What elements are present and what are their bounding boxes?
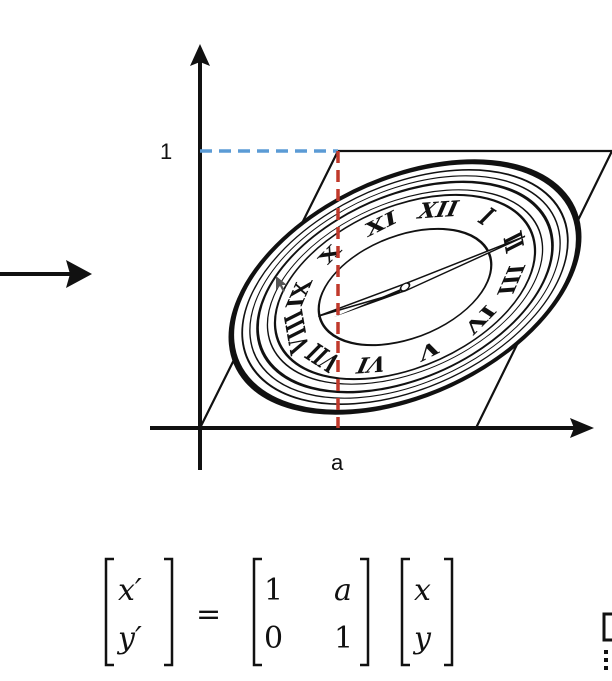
rhs-x: x xyxy=(414,573,431,608)
matrix-cell-2-1: 0 xyxy=(264,621,283,656)
equals-sign: = xyxy=(196,597,221,632)
matrix-cell-2-2: 1 xyxy=(334,621,353,656)
x-tick-label: a xyxy=(331,450,344,475)
cursor-icon xyxy=(276,276,287,292)
lhs-x-prime: x′ xyxy=(118,573,142,608)
edge-fragment xyxy=(602,612,612,670)
rhs-y: y xyxy=(412,621,432,656)
rhs-left-bracket xyxy=(400,557,410,667)
matrix-cell-1-2: a xyxy=(334,573,352,608)
rhs-right-bracket xyxy=(444,557,454,667)
shear-equation: x′ y′ = 1 a 0 1 x y xyxy=(104,557,454,667)
matrix-cell-1-1: 1 xyxy=(264,573,283,608)
matrix-right-bracket xyxy=(360,557,370,667)
lhs-left-bracket xyxy=(104,557,114,667)
matrix-left-bracket xyxy=(252,557,262,667)
lhs-y-prime: y′ xyxy=(116,621,142,656)
y-tick-label: 1 xyxy=(160,139,172,164)
y-axis xyxy=(190,44,210,470)
lhs-right-bracket xyxy=(164,557,174,667)
sheared-clock-image: XIIIIIIIIIVVVIVIIVIIIIXXXI xyxy=(228,159,582,415)
transform-arrow xyxy=(0,260,92,288)
